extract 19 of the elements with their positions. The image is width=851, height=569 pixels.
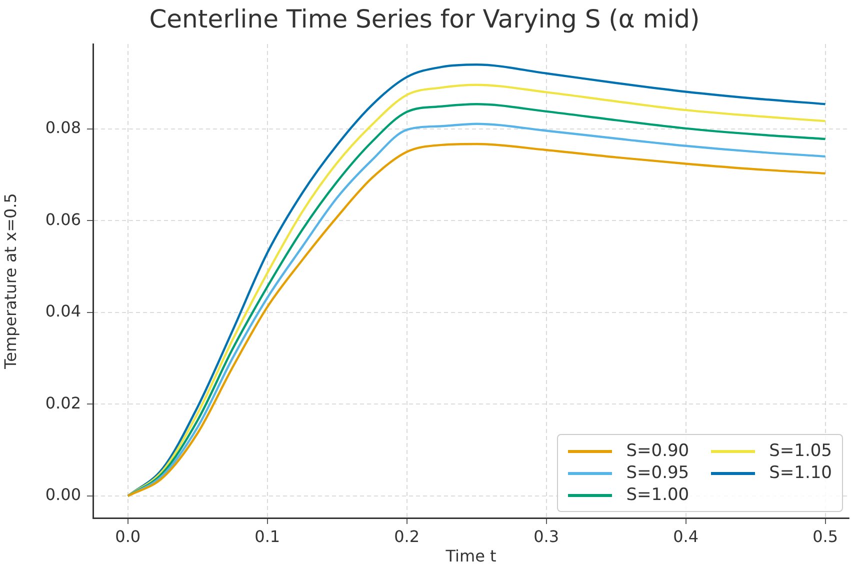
y-tick-label: 0.08 [45, 118, 81, 138]
y-tick-label: 0.02 [45, 393, 81, 412]
legend-label: S=1.10 [769, 463, 832, 483]
y-tick-label: 0.04 [45, 302, 81, 321]
legend-label: S=1.05 [769, 441, 832, 461]
x-tick-label: 0.3 [534, 526, 560, 546]
legend-label: S=1.00 [626, 485, 690, 505]
legend-label: S=0.90 [626, 441, 690, 461]
chart-title: Centerline Time Series for Varying S (α mid) [149, 4, 700, 34]
y-tick-label: 0.00 [45, 485, 81, 504]
x-tick-label: 0.4 [673, 526, 699, 546]
x-tick-label: 0.5 [812, 526, 838, 546]
x-tick-label: 0.2 [394, 526, 420, 546]
y-tick-label: 0.06 [45, 210, 81, 229]
x-axis-title: Time t [444, 546, 496, 566]
x-tick-label: 0.1 [254, 526, 280, 546]
x-tick-label: 0.0 [115, 526, 141, 546]
legend-label: S=0.95 [626, 463, 690, 483]
y-axis-title: Temperature at x=0.5 [0, 193, 20, 370]
